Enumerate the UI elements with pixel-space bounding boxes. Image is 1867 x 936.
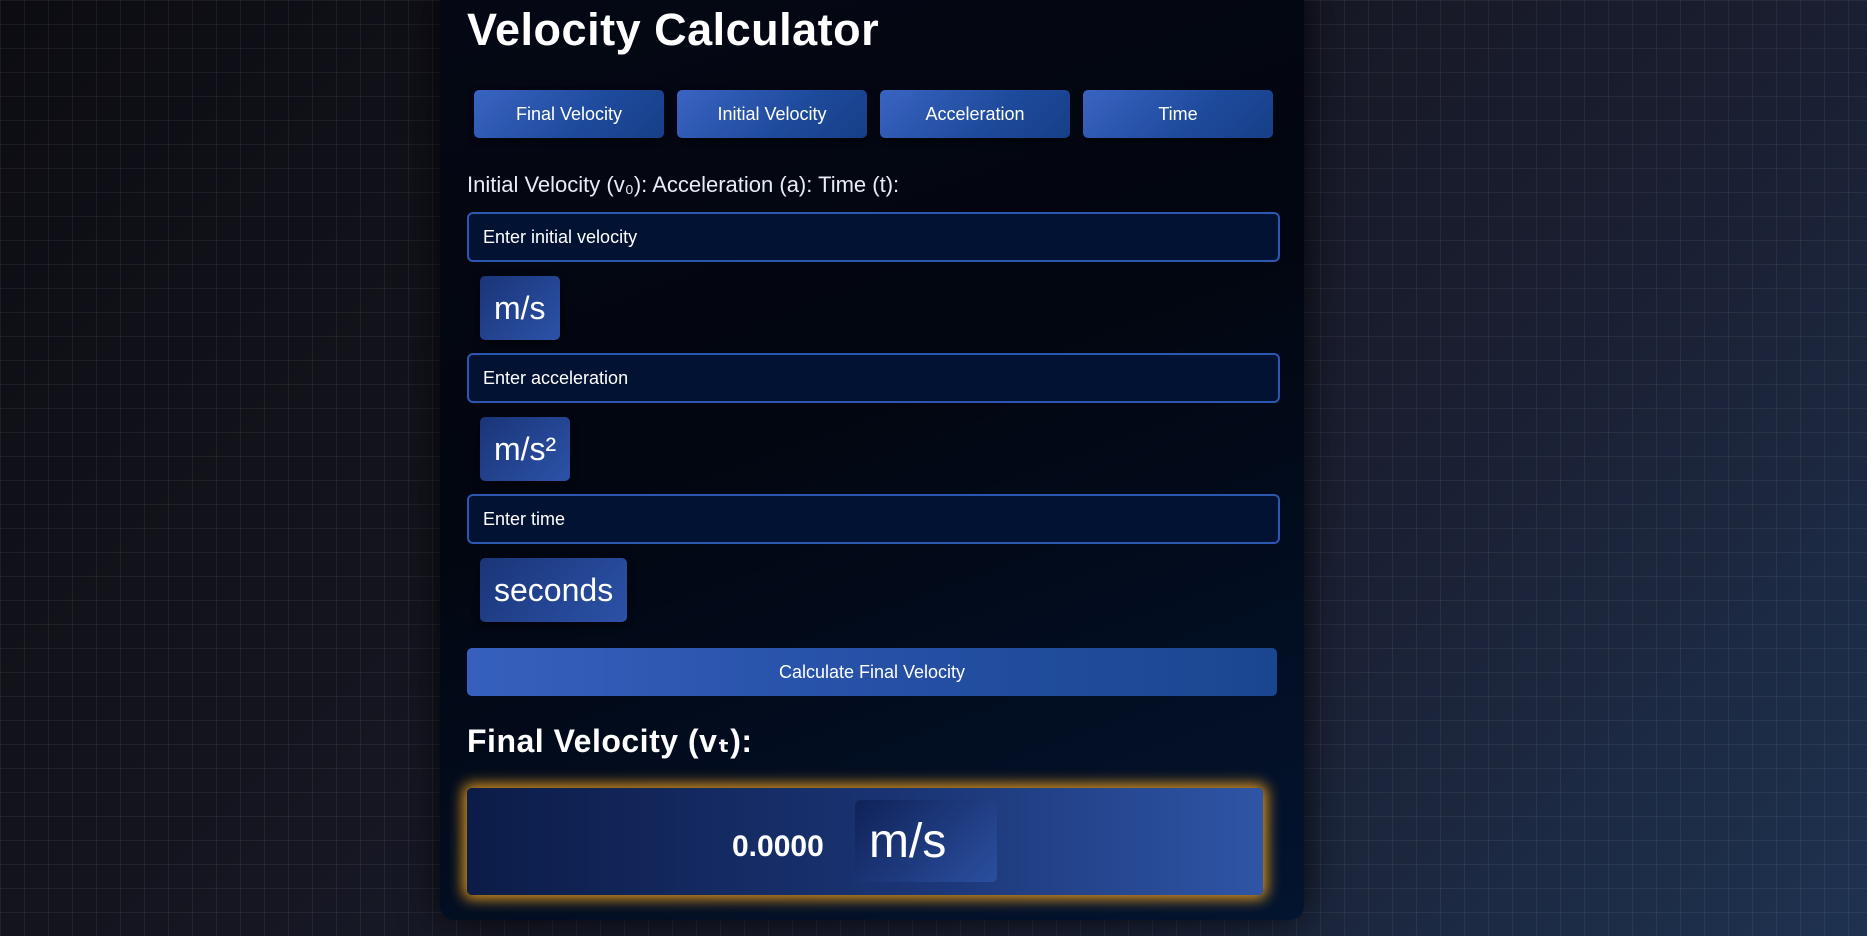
tab-initial-velocity[interactable]: Initial Velocity bbox=[677, 90, 867, 138]
time-input[interactable]: Enter time bbox=[467, 494, 1280, 544]
time-unit[interactable]: seconds bbox=[480, 558, 628, 622]
tab-final-velocity[interactable]: Final Velocity bbox=[474, 90, 664, 138]
result-heading: Final Velocity (vₜ): bbox=[467, 723, 753, 759]
result-unit[interactable]: m/s bbox=[855, 800, 997, 882]
page-title: Velocity Calculator bbox=[467, 4, 880, 55]
tab-time[interactable]: Time bbox=[1083, 90, 1273, 138]
initial-velocity-unit[interactable]: m/s bbox=[480, 276, 560, 340]
result-value: 0.0000 bbox=[732, 830, 824, 863]
acceleration-unit[interactable]: m/s² bbox=[480, 417, 571, 481]
calculator-panel bbox=[440, 0, 1304, 920]
input-labels: Initial Velocity (v₀): Acceleration (a):… bbox=[467, 172, 900, 197]
mode-tabs: Final Velocity Initial Velocity Accelera… bbox=[474, 90, 1273, 138]
calculate-button[interactable]: Calculate Final Velocity bbox=[467, 648, 1277, 696]
acceleration-input[interactable]: Enter acceleration bbox=[467, 353, 1280, 403]
tab-acceleration[interactable]: Acceleration bbox=[880, 90, 1070, 138]
initial-velocity-input[interactable]: Enter initial velocity bbox=[467, 212, 1280, 262]
